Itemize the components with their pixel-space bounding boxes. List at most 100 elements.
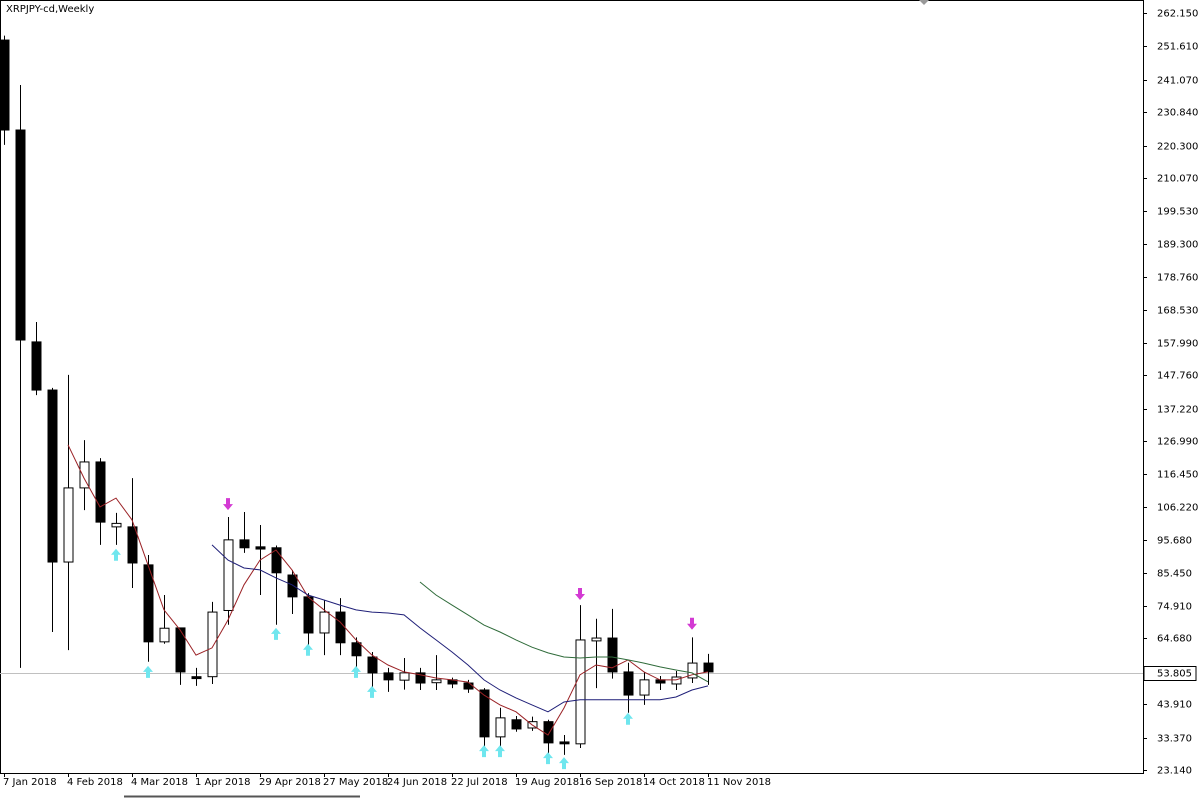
down-arrow bbox=[687, 617, 697, 630]
moving-average bbox=[211, 544, 709, 713]
last-price-label: 53.805 bbox=[1157, 669, 1192, 680]
candle-body bbox=[559, 741, 570, 745]
y-tick-label: 168.530 bbox=[1157, 306, 1198, 317]
last-price-box bbox=[1143, 666, 1197, 681]
x-tick-label: 14 Oct 2018 bbox=[643, 777, 705, 788]
candle-body bbox=[31, 341, 42, 391]
y-tick-label: 137.220 bbox=[1157, 405, 1198, 416]
x-tick-label: 4 Feb 2018 bbox=[67, 777, 123, 788]
candle-body bbox=[591, 637, 602, 642]
up-arrow bbox=[271, 627, 281, 640]
y-tick-label: 74.910 bbox=[1157, 602, 1192, 613]
candle-body bbox=[431, 679, 442, 684]
candle-body bbox=[271, 547, 282, 574]
moving-average bbox=[67, 444, 709, 736]
candle-body bbox=[175, 627, 186, 673]
candle-body bbox=[607, 637, 618, 673]
candle-body bbox=[575, 639, 586, 745]
candle-body bbox=[495, 717, 506, 738]
y-tick-label: 23.140 bbox=[1157, 766, 1192, 777]
y-tick-label: 95.680 bbox=[1157, 536, 1192, 547]
candle-body bbox=[383, 672, 394, 681]
candle-body bbox=[399, 672, 410, 681]
candle-body bbox=[95, 461, 106, 523]
candle-body bbox=[47, 389, 58, 563]
y-tick-label: 210.070 bbox=[1157, 174, 1198, 185]
y-tick-label: 178.760 bbox=[1157, 273, 1198, 284]
candle-body bbox=[319, 611, 330, 634]
y-tick-label: 230.840 bbox=[1157, 108, 1198, 119]
candle-body bbox=[367, 656, 378, 674]
candle-body bbox=[0, 39, 10, 131]
candle-body bbox=[687, 662, 698, 679]
candle-body bbox=[127, 526, 138, 564]
x-tick-label: 19 Aug 2018 bbox=[515, 777, 579, 788]
up-arrow bbox=[543, 752, 553, 765]
candle-body bbox=[463, 682, 474, 690]
candle-body bbox=[303, 596, 314, 634]
y-tick-label: 157.990 bbox=[1157, 339, 1198, 350]
up-arrow bbox=[303, 643, 313, 656]
up-arrow bbox=[623, 712, 633, 725]
y-tick-label: 147.760 bbox=[1157, 371, 1198, 382]
candle-body bbox=[223, 539, 234, 611]
candle-body bbox=[191, 676, 202, 680]
up-arrow bbox=[367, 685, 377, 698]
y-tick-label: 43.910 bbox=[1157, 700, 1192, 711]
y-tick-label: 126.990 bbox=[1157, 437, 1198, 448]
x-tick-label: 22 Jul 2018 bbox=[451, 777, 508, 788]
up-arrow bbox=[479, 745, 489, 758]
y-tick-label: 106.220 bbox=[1157, 503, 1198, 514]
x-tick-label: 7 Jan 2018 bbox=[3, 777, 57, 788]
y-tick-label: 262.150 bbox=[1157, 9, 1198, 20]
x-tick-label: 4 Mar 2018 bbox=[131, 777, 188, 788]
x-tick-label: 16 Sep 2018 bbox=[579, 777, 642, 788]
candle-body bbox=[703, 662, 714, 673]
x-tick-label: 29 Apr 2018 bbox=[259, 777, 321, 788]
x-tick-label: 11 Nov 2018 bbox=[707, 777, 771, 788]
candle-body bbox=[111, 522, 122, 528]
candle-body bbox=[15, 129, 26, 341]
candle-body bbox=[255, 546, 266, 550]
y-tick-label: 85.450 bbox=[1157, 569, 1192, 580]
candle-body bbox=[159, 627, 170, 643]
chart-title: XRPJPY-cd,Weekly bbox=[6, 4, 94, 15]
up-arrow bbox=[111, 548, 121, 561]
down-arrow bbox=[223, 498, 233, 511]
candle-body bbox=[623, 671, 634, 696]
x-tick-label: 24 Jun 2018 bbox=[387, 777, 447, 788]
candle-body bbox=[207, 611, 218, 678]
y-tick-label: 64.680 bbox=[1157, 634, 1192, 645]
y-tick-label: 251.610 bbox=[1157, 42, 1198, 53]
moving-average bbox=[419, 581, 709, 683]
y-tick-label: 33.370 bbox=[1157, 734, 1192, 745]
candle-body bbox=[335, 611, 346, 644]
candle-body bbox=[511, 719, 522, 730]
candle-body bbox=[671, 676, 682, 685]
up-arrow bbox=[351, 665, 361, 678]
x-tick-label: 1 Apr 2018 bbox=[195, 777, 250, 788]
y-tick-label: 220.300 bbox=[1157, 142, 1198, 153]
up-arrow bbox=[143, 665, 153, 678]
candle-body bbox=[415, 672, 426, 684]
candle-body bbox=[79, 461, 90, 489]
candle-body bbox=[351, 642, 362, 657]
up-arrow bbox=[559, 757, 569, 770]
y-tick-label: 189.300 bbox=[1157, 240, 1198, 251]
y-tick-label: 199.530 bbox=[1157, 207, 1198, 218]
y-tick-label: 116.450 bbox=[1157, 470, 1198, 481]
candle-body bbox=[639, 679, 650, 696]
shift-marker bbox=[919, 0, 929, 5]
candle-body bbox=[239, 539, 250, 549]
down-arrow bbox=[575, 588, 585, 601]
candle-body bbox=[479, 689, 490, 738]
x-tick-label: 27 May 2018 bbox=[323, 777, 388, 788]
candle-body bbox=[287, 574, 298, 598]
candle-body bbox=[543, 721, 554, 744]
plot-frame bbox=[0, 0, 1144, 774]
y-tick-label: 241.070 bbox=[1157, 76, 1198, 87]
up-arrow bbox=[495, 745, 505, 758]
